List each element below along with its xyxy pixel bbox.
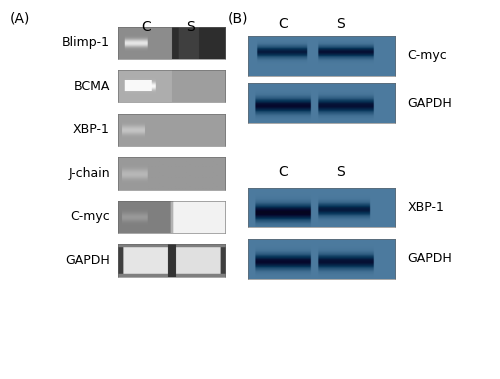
Text: (A): (A)	[10, 11, 30, 25]
Text: Blimp-1: Blimp-1	[62, 36, 110, 49]
Text: C: C	[278, 17, 288, 31]
Text: S: S	[186, 20, 195, 34]
Text: S: S	[336, 17, 345, 31]
Text: C: C	[142, 20, 152, 34]
Text: GAPDH: GAPDH	[65, 254, 110, 267]
Text: XBP-1: XBP-1	[73, 123, 110, 136]
Text: GAPDH: GAPDH	[408, 252, 453, 265]
Text: J-chain: J-chain	[68, 167, 110, 180]
Text: XBP-1: XBP-1	[408, 201, 445, 214]
Text: GAPDH: GAPDH	[408, 97, 453, 110]
Text: C-myc: C-myc	[70, 210, 110, 224]
Text: S: S	[336, 165, 345, 179]
Text: BCMA: BCMA	[74, 80, 110, 93]
Text: C: C	[278, 165, 288, 179]
Text: (B): (B)	[228, 11, 248, 25]
Text: C-myc: C-myc	[408, 49, 448, 63]
